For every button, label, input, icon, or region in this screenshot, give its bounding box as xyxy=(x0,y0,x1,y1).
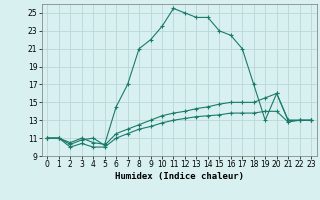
X-axis label: Humidex (Indice chaleur): Humidex (Indice chaleur) xyxy=(115,172,244,181)
